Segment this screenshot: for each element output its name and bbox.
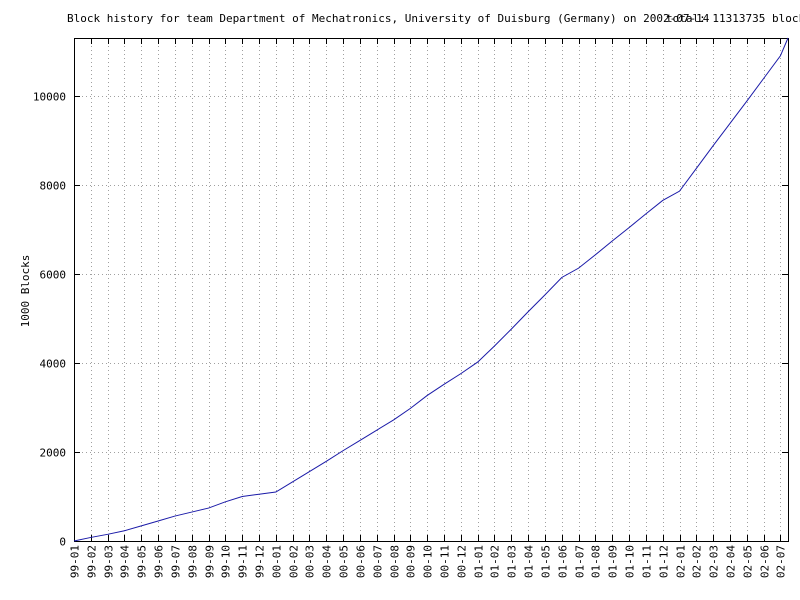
x-tick-label-00-02: 00-02	[288, 545, 301, 578]
x-tick-label-02-06: 02-06	[759, 545, 772, 578]
x-tick-label-99-01: 99-01	[69, 545, 82, 578]
axes	[74, 38, 789, 542]
x-tick-label-99-06: 99-06	[153, 545, 166, 578]
total-blocks-label: total: 11313735 block	[666, 12, 800, 25]
x-tick-label-00-12: 00-12	[456, 545, 469, 578]
x-tick-label-01-11: 01-11	[641, 545, 654, 578]
x-tick-label-99-04: 99-04	[119, 545, 132, 578]
x-tick-label-02-02: 02-02	[691, 545, 704, 578]
y-tick-label-2000: 2000	[40, 447, 67, 460]
x-tick-label-99-02: 99-02	[86, 545, 99, 578]
x-tick-label-01-04: 01-04	[523, 545, 536, 578]
x-tick-label-01-03: 01-03	[506, 545, 519, 578]
x-tick-label-99-09: 99-09	[204, 545, 217, 578]
x-tick-label-01-02: 01-02	[489, 545, 502, 578]
grid	[74, 38, 788, 542]
y-tick-label-10000: 10000	[33, 91, 66, 104]
x-tick-label-01-09: 01-09	[607, 545, 620, 578]
y-tick-label-0: 0	[59, 536, 66, 549]
y-tick-label-8000: 8000	[40, 180, 67, 193]
y-tick-label-6000: 6000	[40, 269, 67, 282]
x-tick-label-02-07: 02-07	[775, 545, 788, 578]
y-axis-label: 1000 Blocks	[19, 255, 32, 328]
x-tick-label-01-12: 01-12	[658, 545, 671, 578]
x-tick-label-01-05: 01-05	[540, 545, 553, 578]
x-tick-label-00-05: 00-05	[338, 545, 351, 578]
x-tick-label-02-03: 02-03	[708, 545, 721, 578]
x-tick-label-00-09: 00-09	[405, 545, 418, 578]
series-line-0	[73, 37, 789, 542]
x-tick-label-00-01: 00-01	[271, 545, 284, 578]
x-tick-label-99-05: 99-05	[136, 545, 149, 578]
x-tick-label-01-08: 01-08	[590, 545, 603, 578]
x-tick-label-00-06: 00-06	[355, 545, 368, 578]
series-layer	[73, 37, 789, 542]
x-tick-label-99-11: 99-11	[237, 545, 250, 578]
x-tick-label-00-03: 00-03	[304, 545, 317, 578]
x-tick-label-00-10: 00-10	[422, 545, 435, 578]
x-tick-label-99-03: 99-03	[103, 545, 116, 578]
plot-frame	[74, 38, 789, 542]
x-tick-label-00-11: 00-11	[439, 545, 452, 578]
x-tick-label-99-10: 99-10	[220, 545, 233, 578]
x-tick-label-00-04: 00-04	[321, 545, 334, 578]
x-tick-label-01-01: 01-01	[473, 545, 486, 578]
x-tick-label-99-07: 99-07	[170, 545, 183, 578]
x-tick-label-01-10: 01-10	[624, 545, 637, 578]
x-tick-label-00-07: 00-07	[372, 545, 385, 578]
x-tick-label-99-12: 99-12	[254, 545, 267, 578]
y-tick-label-4000: 4000	[40, 358, 67, 371]
x-tick-label-01-07: 01-07	[574, 545, 587, 578]
chart-title: Block history for team Department of Mec…	[67, 12, 710, 25]
x-tick-label-02-04: 02-04	[725, 545, 738, 578]
x-tick-label-00-08: 00-08	[389, 545, 402, 578]
x-tick-label-02-01: 02-01	[675, 545, 688, 578]
x-tick-label-02-05: 02-05	[742, 545, 755, 578]
x-tick-label-01-06: 01-06	[557, 545, 570, 578]
x-tick-label-99-08: 99-08	[187, 545, 200, 578]
